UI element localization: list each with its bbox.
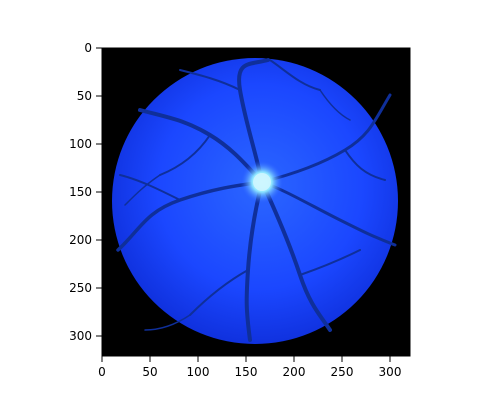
y-axis: 0 50 100 150 200 250 300 xyxy=(69,41,102,343)
x-tick-label: 100 xyxy=(187,365,210,379)
image-area xyxy=(102,48,410,356)
optic-disc-core xyxy=(253,173,271,191)
y-tick-label: 50 xyxy=(77,89,92,103)
x-tick-label: 250 xyxy=(331,365,354,379)
retinal-vessels xyxy=(116,58,397,342)
y-tick-label: 0 xyxy=(84,41,92,55)
y-tick-label: 100 xyxy=(69,137,92,151)
x-tick-label: 200 xyxy=(283,365,306,379)
x-tick-label: 300 xyxy=(379,365,402,379)
axes-frame xyxy=(101,47,411,357)
x-tick-label: 50 xyxy=(142,365,157,379)
y-tick-label: 300 xyxy=(69,329,92,343)
y-tick-label: 250 xyxy=(69,281,92,295)
y-tick-label: 150 xyxy=(69,185,92,199)
x-tick-label: 0 xyxy=(98,365,106,379)
x-tick-label: 150 xyxy=(235,365,258,379)
y-tick-label: 200 xyxy=(69,233,92,247)
x-axis: 0 50 100 150 200 250 300 xyxy=(98,356,401,379)
